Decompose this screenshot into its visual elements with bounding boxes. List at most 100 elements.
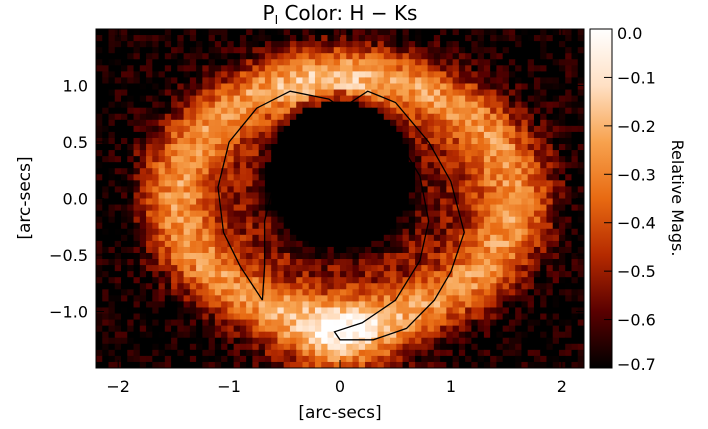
heatmap-cell [264,131,272,139]
heatmap-cell [221,210,228,218]
heatmap-cell [289,295,297,303]
heatmap-cell [365,198,372,206]
heatmap-cell [390,283,397,290]
heatmap-cell [458,71,466,79]
heatmap-cell [239,131,247,139]
heatmap-cell [102,59,110,66]
heatmap-cell [289,95,297,103]
heatmap-cell [546,137,554,145]
heatmap-cell [121,307,128,315]
heatmap-cell [127,137,135,145]
heatmap-cell [465,119,472,127]
heatmap-cell [264,301,272,309]
heatmap-cell [158,101,166,109]
heatmap-cell [121,107,128,115]
heatmap-cell [139,174,147,181]
heatmap-cell [527,277,535,284]
heatmap-cell [340,343,347,351]
heatmap-cell [164,343,172,351]
heatmap-cell [352,174,360,181]
heatmap-cell [490,41,498,48]
heatmap-cell [390,265,397,272]
heatmap-cell [177,307,185,315]
heatmap-cell [289,240,297,248]
heatmap-cell [108,234,116,242]
heatmap-cell [183,361,191,368]
heatmap-cell [327,101,335,109]
heatmap-cell [533,252,541,260]
heatmap-cell [458,125,466,133]
heatmap-cell [321,144,329,151]
heatmap-cell [377,192,385,200]
heatmap-cell [189,355,197,363]
heatmap-cell [177,301,185,309]
heatmap-cell [183,252,191,260]
heatmap-cell [496,355,504,363]
heatmap-cell [252,289,260,296]
heatmap-cell [327,192,335,200]
heatmap-cell [246,180,254,187]
heatmap-cell [446,192,454,200]
heatmap-cell [565,246,573,254]
heatmap-cell [152,47,160,54]
heatmap-cell [540,113,548,121]
heatmap-cell [365,216,372,224]
heatmap-cell [446,180,454,187]
heatmap-cell [164,35,172,42]
heatmap-cell [246,89,254,97]
heatmap-cell [358,295,366,303]
heatmap-cell [189,295,197,303]
heatmap-cell [415,210,422,218]
heatmap-cell [515,59,523,66]
heatmap-cell [396,313,404,321]
heatmap-cell [239,168,247,175]
heatmap-cell [133,210,141,218]
heatmap-cell [283,295,291,303]
heatmap-cell [477,162,485,169]
heatmap-cell [490,198,498,206]
heatmap-cell [477,295,485,303]
heatmap-cell [377,144,385,151]
heatmap-cell [214,277,222,284]
heatmap-cell [440,240,447,248]
heatmap-cell [346,337,354,345]
heatmap-cell [289,325,297,333]
heatmap-cell [314,246,322,254]
heatmap-cell [121,53,128,60]
heatmap-cell [146,277,153,284]
heatmap-cell [483,234,491,242]
heatmap-cell [483,113,491,121]
heatmap-cell [158,168,166,175]
heatmap-cell [227,204,235,212]
heatmap-cell [558,113,566,121]
heatmap-cell [189,198,197,206]
heatmap-cell [208,77,216,85]
heatmap-cell [383,271,391,278]
heatmap-cell [571,83,579,91]
heatmap-cell [546,59,554,66]
heatmap-cell [121,150,128,157]
heatmap-cell [183,150,191,157]
heatmap-cell [114,289,122,296]
heatmap-cell [396,137,404,145]
heatmap-cell [158,180,166,187]
heatmap-cell [408,301,416,309]
heatmap-cell [527,331,535,339]
heatmap-cell [371,101,379,109]
heatmap-cell [146,150,153,157]
heatmap-cell [183,349,191,357]
heatmap-cell [114,252,122,260]
heatmap-cell [440,349,447,357]
heatmap-cell [246,65,254,72]
heatmap-cell [208,29,216,36]
heatmap-cell [408,337,416,345]
heatmap-cell [277,168,285,175]
heatmap-cell [452,307,460,315]
heatmap-cell [440,29,447,36]
heatmap-cell [433,47,441,54]
heatmap-cell [352,113,360,121]
heatmap-cell [446,144,454,151]
heatmap-cell [577,204,584,212]
heatmap-cell [233,41,241,48]
heatmap-cell [452,95,460,103]
